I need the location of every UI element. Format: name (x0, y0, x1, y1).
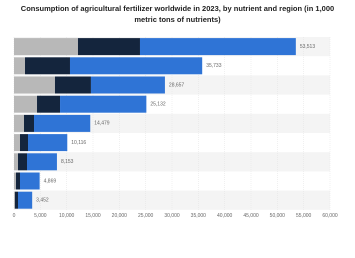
x-tick-label: 0 (13, 213, 16, 219)
bar-segment (14, 191, 16, 209)
bar-segment (14, 172, 17, 190)
total-label: 10,116 (71, 140, 86, 146)
bar-segment (20, 172, 40, 190)
bar-segment (14, 134, 21, 152)
bar-segment (14, 38, 78, 56)
bar-segment (25, 57, 70, 75)
x-tick-label: 10,000 (59, 213, 75, 219)
x-tick-label: 25,000 (138, 213, 154, 219)
total-label: 14,479 (94, 121, 110, 127)
bar-segment (37, 95, 61, 113)
bar-segment (16, 172, 21, 190)
bar-segment (34, 114, 91, 132)
bar-segment (27, 153, 57, 171)
bar-segment (24, 114, 35, 132)
total-label: 28,657 (169, 82, 185, 88)
bar-segment (14, 114, 25, 132)
total-label: 53,513 (300, 44, 316, 50)
x-tick-label: 60,000 (322, 213, 338, 219)
bar-segment (14, 95, 38, 113)
bar-segment (60, 95, 147, 113)
bar-segment (14, 57, 26, 75)
bar-segment (15, 191, 19, 209)
x-tick-label: 50,000 (270, 213, 286, 219)
bar-segment (28, 134, 68, 152)
total-label: 4,869 (44, 178, 57, 184)
bar-segment (14, 153, 19, 171)
bar-segment (14, 76, 55, 94)
bar-segment (90, 76, 165, 94)
x-tick-label: 15,000 (85, 213, 101, 219)
total-label: 35,733 (206, 63, 222, 69)
x-tick-label: 40,000 (217, 213, 233, 219)
bar-segment (18, 153, 28, 171)
x-tick-label: 45,000 (243, 213, 259, 219)
x-tick-label: 55,000 (296, 213, 312, 219)
title-box: Consumption of agricultural fertilizer w… (20, 4, 335, 24)
bar-segment (139, 38, 296, 56)
x-tick-label: 35,000 (191, 213, 207, 219)
total-label: 8,153 (61, 159, 74, 165)
x-tick-label: 5,000 (34, 213, 47, 219)
total-label: 3,452 (36, 198, 49, 204)
bar-segment (18, 191, 33, 209)
bar-segment (20, 134, 29, 152)
x-tick-label: 20,000 (112, 213, 128, 219)
bar-segment (69, 57, 203, 75)
bar-segment (77, 38, 140, 56)
total-label: 25,132 (150, 102, 166, 108)
chart-title: Consumption of agricultural fertilizer w… (20, 4, 335, 24)
bar-segment (54, 76, 91, 94)
x-tick-label: 30,000 (164, 213, 180, 219)
